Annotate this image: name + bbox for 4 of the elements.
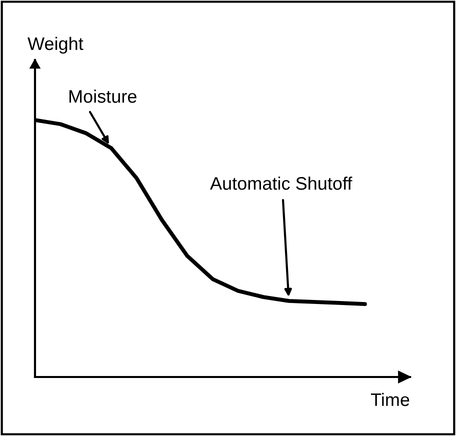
x-axis-title: Time xyxy=(370,392,410,406)
text: Moisture xyxy=(69,90,136,103)
y-axis-title: Weight xyxy=(28,36,84,54)
annotation: Automatic Shutoff xyxy=(210,176,352,190)
